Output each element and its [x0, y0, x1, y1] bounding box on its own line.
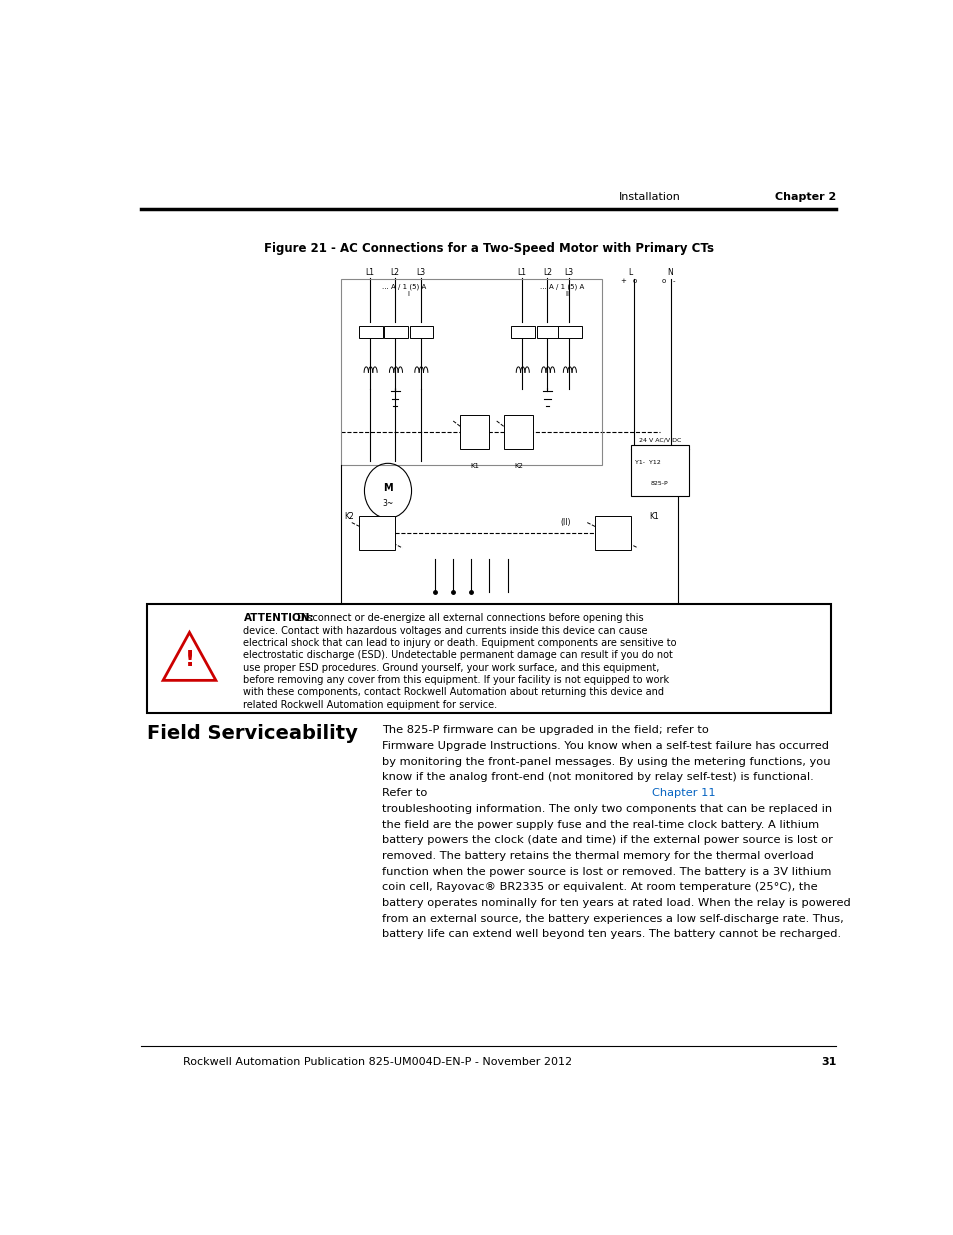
Text: device. Contact with hazardous voltages and currents inside this device can caus: device. Contact with hazardous voltages … [243, 626, 647, 636]
Bar [460, 415, 489, 448]
Bar [630, 445, 688, 496]
Text: L3: L3 [564, 268, 573, 277]
Bar [521, 609, 583, 643]
Text: battery operates nominally for ten years at rated load. When the relay is powere: battery operates nominally for ten years… [381, 898, 849, 908]
Text: o: o [632, 278, 636, 284]
Text: Chapter 2: Chapter 2 [775, 193, 836, 203]
Text: removed. The battery retains the thermal memory for the thermal overload: removed. The battery retains the thermal… [381, 851, 813, 861]
Bar [147, 604, 830, 713]
Text: 825-P: 825-P [541, 621, 563, 631]
Text: K1: K1 [648, 511, 658, 521]
Bar [511, 326, 535, 338]
Text: L1: L1 [517, 268, 526, 277]
Bar [358, 326, 382, 338]
Text: with these components, contact Rockwell Automation about returning this device a: with these components, contact Rockwell … [243, 688, 663, 698]
Text: L3: L3 [416, 268, 425, 277]
Text: L2: L2 [391, 268, 399, 277]
Text: I ↓: I ↓ [448, 673, 457, 679]
Bar [558, 326, 581, 338]
Bar [536, 326, 559, 338]
Text: Disconnect or de-energize all external connections before opening this: Disconnect or de-energize all external c… [297, 614, 643, 624]
Text: ATTENTION:: ATTENTION: [243, 614, 314, 624]
Text: Refer to: Refer to [381, 788, 430, 798]
Text: Field Serviceability: Field Serviceability [147, 724, 357, 742]
Bar [594, 516, 630, 550]
Bar [413, 609, 497, 643]
Text: Firmware Upgrade Instructions. You know when a self-test failure has occurred: Firmware Upgrade Instructions. You know … [381, 741, 828, 751]
Text: the field are the power supply fuse and the real-time clock battery. A lithium: the field are the power supply fuse and … [381, 820, 818, 830]
Text: -: - [672, 278, 675, 284]
Text: 825-P: 825-P [650, 480, 668, 485]
Text: troubleshooting information. The only two components that can be replaced in: troubleshooting information. The only tw… [381, 804, 831, 814]
Text: ... A / 1 (5) A: ... A / 1 (5) A [382, 283, 426, 290]
Text: 3~: 3~ [382, 499, 394, 508]
Text: Chapter 11: Chapter 11 [651, 788, 715, 798]
Text: know if the analog front-end (not monitored by relay self-test) is functional.: know if the analog front-end (not monito… [381, 773, 813, 783]
Text: use proper ESD procedures. Ground yourself, your work surface, and this equipmen: use proper ESD procedures. Ground yourse… [243, 663, 659, 673]
Text: coin cell, Rayovac® BR2335 or equivalent. At room temperature (25°C), the: coin cell, Rayovac® BR2335 or equivalent… [381, 882, 817, 893]
Text: !: ! [184, 651, 194, 671]
Text: before removing any cover from this equipment. If your facility is not equipped : before removing any cover from this equi… [243, 676, 669, 685]
Text: N: N [667, 268, 673, 277]
Text: K2: K2 [514, 463, 522, 469]
Bar [503, 415, 533, 448]
Text: K2: K2 [344, 511, 354, 521]
Text: +: + [619, 278, 626, 284]
Text: function when the power source is lost or removed. The battery is a 3V lithium: function when the power source is lost o… [381, 867, 830, 877]
Text: Figure 21 - AC Connections for a Two-Speed Motor with Primary CTs: Figure 21 - AC Connections for a Two-Spe… [264, 242, 713, 254]
Text: o: o [660, 278, 665, 284]
Text: by monitoring the front-panel messages. By using the metering functions, you: by monitoring the front-panel messages. … [381, 757, 829, 767]
Text: I: I [407, 291, 409, 296]
Text: from an external source, the battery experiences a low self-discharge rate. Thus: from an external source, the battery exp… [381, 914, 842, 924]
Text: M: M [383, 483, 393, 493]
Text: (I): (I) [387, 517, 395, 527]
Text: L2: L2 [542, 268, 552, 277]
Text: Y1-  Y12: Y1- Y12 [635, 461, 660, 466]
Text: 825-MCM: 825-MCM [436, 621, 473, 631]
Text: L1: L1 [365, 268, 374, 277]
Text: 31: 31 [821, 1057, 836, 1067]
Text: II: II [565, 291, 569, 296]
Text: related Rockwell Automation equipment for service.: related Rockwell Automation equipment fo… [243, 700, 497, 710]
Text: electrical shock that can lead to injury or death. Equipment components are sens: electrical shock that can lead to injury… [243, 638, 677, 648]
Text: Rockwell Automation Publication 825-UM004D-EN-P - November 2012: Rockwell Automation Publication 825-UM00… [183, 1057, 572, 1067]
Bar [358, 516, 395, 550]
Text: battery life can extend well beyond ten years. The battery cannot be recharged.: battery life can extend well beyond ten … [381, 930, 840, 940]
Text: (II): (II) [559, 517, 570, 527]
Text: Installation: Installation [618, 193, 680, 203]
Text: electrostatic discharge (ESD). Undetectable permanent damage can result if you d: electrostatic discharge (ESD). Undetecta… [243, 651, 673, 661]
Text: The 825-P firmware can be upgraded in the field; refer to: The 825-P firmware can be upgraded in th… [381, 725, 712, 735]
Text: L: L [628, 268, 632, 277]
Text: ... A / 1 (5) A: ... A / 1 (5) A [539, 283, 583, 290]
Bar [340, 279, 601, 466]
Text: K1: K1 [470, 463, 479, 469]
Bar [409, 326, 433, 338]
Text: : Testing and Troubleshooting for detailed testing and: : Testing and Troubleshooting for detail… [951, 788, 953, 798]
Bar [384, 326, 408, 338]
Text: battery powers the clock (date and time) if the external power source is lost or: battery powers the clock (date and time)… [381, 835, 832, 845]
Text: 24 V AC/V DC: 24 V AC/V DC [638, 437, 680, 442]
